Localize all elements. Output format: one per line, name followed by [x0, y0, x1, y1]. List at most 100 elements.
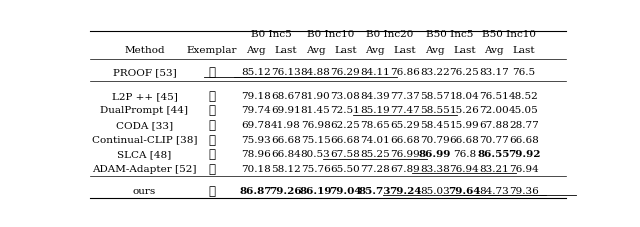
Text: Last: Last	[275, 46, 297, 55]
Text: 76.5: 76.5	[513, 68, 536, 77]
Text: ✗: ✗	[208, 148, 215, 160]
Text: ✗: ✗	[208, 89, 215, 102]
Text: B0 Inc5: B0 Inc5	[251, 30, 291, 39]
Text: 45.05: 45.05	[509, 106, 539, 115]
Text: 65.29: 65.29	[390, 121, 420, 129]
Text: 79.74: 79.74	[241, 106, 271, 115]
Text: 76.51: 76.51	[479, 91, 509, 100]
Text: 79.92: 79.92	[508, 149, 540, 158]
Text: 86.55: 86.55	[478, 149, 510, 158]
Text: 72.51: 72.51	[330, 106, 360, 115]
Text: 75.93: 75.93	[241, 135, 271, 144]
Text: 70.77: 70.77	[479, 135, 509, 144]
Text: 76.86: 76.86	[390, 68, 420, 77]
Text: 69.78: 69.78	[241, 121, 271, 129]
Text: ours: ours	[133, 186, 156, 195]
Text: 77.37: 77.37	[390, 91, 420, 100]
Text: 15.26: 15.26	[449, 106, 479, 115]
Text: 85.03: 85.03	[420, 186, 449, 195]
Text: 77.28: 77.28	[360, 164, 390, 173]
Text: CODA [33]: CODA [33]	[116, 121, 173, 129]
Text: 70.79: 70.79	[420, 135, 449, 144]
Text: Last: Last	[394, 46, 416, 55]
Text: Avg: Avg	[306, 46, 325, 55]
Text: 81.45: 81.45	[301, 106, 330, 115]
Text: DualPrompt [44]: DualPrompt [44]	[100, 106, 189, 115]
Text: SLCA [48]: SLCA [48]	[117, 149, 172, 158]
Text: 66.68: 66.68	[509, 135, 539, 144]
Text: 84.11: 84.11	[360, 68, 390, 77]
Text: Avg: Avg	[246, 46, 266, 55]
Text: 58.55: 58.55	[420, 106, 449, 115]
Text: 85.19: 85.19	[360, 106, 390, 115]
Text: 76.29: 76.29	[330, 68, 360, 77]
Text: 76.94: 76.94	[449, 164, 479, 173]
Text: 58.57: 58.57	[420, 91, 449, 100]
Text: 81.90: 81.90	[301, 91, 330, 100]
Text: Avg: Avg	[484, 46, 504, 55]
Text: 86.99: 86.99	[419, 149, 451, 158]
Text: 76.25: 76.25	[449, 68, 479, 77]
Text: 58.45: 58.45	[420, 121, 449, 129]
Text: Continual-CLIP [38]: Continual-CLIP [38]	[92, 135, 197, 144]
Text: 66.68: 66.68	[330, 135, 360, 144]
Text: 85.73: 85.73	[359, 186, 391, 195]
Text: 74.01: 74.01	[360, 135, 390, 144]
Text: 18.04: 18.04	[449, 91, 479, 100]
Text: 48.52: 48.52	[509, 91, 539, 100]
Text: 76.13: 76.13	[271, 68, 301, 77]
Text: Avg: Avg	[425, 46, 444, 55]
Text: ✗: ✗	[208, 118, 215, 131]
Text: 75.15: 75.15	[301, 135, 330, 144]
Text: 79.24: 79.24	[388, 186, 421, 195]
Text: 66.68: 66.68	[449, 135, 479, 144]
Text: 84.73: 84.73	[479, 186, 509, 195]
Text: 79.36: 79.36	[509, 186, 539, 195]
Text: L2P ++ [45]: L2P ++ [45]	[111, 91, 177, 100]
Text: 65.50: 65.50	[330, 164, 360, 173]
Text: 75.76: 75.76	[301, 164, 330, 173]
Text: 67.89: 67.89	[390, 164, 420, 173]
Text: 76.98: 76.98	[301, 121, 330, 129]
Text: 76.8: 76.8	[453, 149, 476, 158]
Text: 83.21: 83.21	[479, 164, 509, 173]
Text: 66.68: 66.68	[390, 135, 420, 144]
Text: 41.98: 41.98	[271, 121, 301, 129]
Text: 79.26: 79.26	[269, 186, 302, 195]
Text: 78.96: 78.96	[241, 149, 271, 158]
Text: Last: Last	[513, 46, 535, 55]
Text: 58.12: 58.12	[271, 164, 301, 173]
Text: 69.91: 69.91	[271, 106, 301, 115]
Text: B0 Inc20: B0 Inc20	[366, 30, 413, 39]
Text: 79.18: 79.18	[241, 91, 271, 100]
Text: 86.19: 86.19	[300, 186, 332, 195]
Text: B50 Inc5: B50 Inc5	[426, 30, 473, 39]
Text: 76.94: 76.94	[509, 164, 539, 173]
Text: 80.53: 80.53	[301, 149, 330, 158]
Text: 84.88: 84.88	[301, 68, 330, 77]
Text: 79.04: 79.04	[329, 186, 362, 195]
Text: 83.17: 83.17	[479, 68, 509, 77]
Text: Last: Last	[334, 46, 356, 55]
Text: 70.18: 70.18	[241, 164, 271, 173]
Text: 78.65: 78.65	[360, 121, 390, 129]
Text: Method: Method	[124, 46, 164, 55]
Text: 66.84: 66.84	[271, 149, 301, 158]
Text: 86.87: 86.87	[240, 186, 273, 195]
Text: B0 Inc10: B0 Inc10	[307, 30, 354, 39]
Text: 76.99: 76.99	[390, 149, 420, 158]
Text: ✗: ✗	[208, 133, 215, 146]
Text: 28.77: 28.77	[509, 121, 539, 129]
Text: ✗: ✗	[208, 162, 215, 175]
Text: 77.47: 77.47	[390, 106, 420, 115]
Text: ✗: ✗	[208, 184, 215, 197]
Text: 67.58: 67.58	[330, 149, 360, 158]
Text: 72.00: 72.00	[479, 106, 509, 115]
Text: ✓: ✓	[208, 66, 215, 79]
Text: Last: Last	[453, 46, 476, 55]
Text: Avg: Avg	[365, 46, 385, 55]
Text: 67.88: 67.88	[479, 121, 509, 129]
Text: 84.39: 84.39	[360, 91, 390, 100]
Text: 85.12: 85.12	[241, 68, 271, 77]
Text: 66.68: 66.68	[271, 135, 301, 144]
